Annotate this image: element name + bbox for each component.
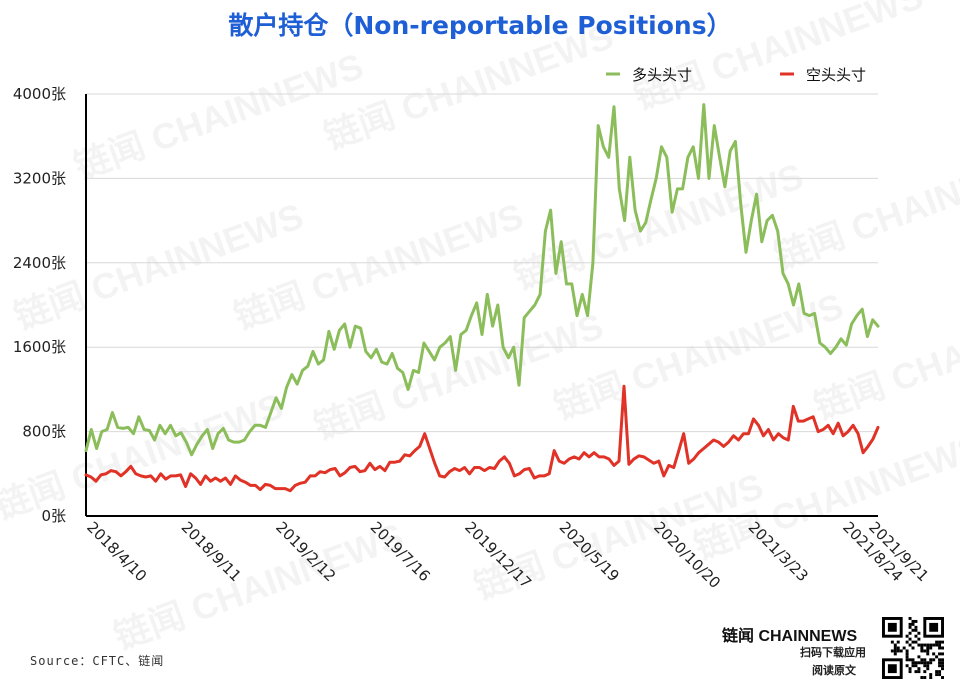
qr-code-icon[interactable]: [882, 617, 944, 679]
watermark-text: 链闻 CHAINNEWS: [629, 0, 929, 118]
y-tick-labels: 4000张 3200张 2400张 1600张 800张 0张: [13, 85, 66, 525]
watermark-text: 链闻 CHAINNEWS: [769, 135, 960, 278]
brand-logo-text: 链闻 CHAINNEWS: [722, 628, 858, 645]
y-tick-label: 1600张: [13, 338, 66, 356]
series-line-long: [84, 103, 880, 457]
legend: 多头头寸 空头头寸: [606, 66, 866, 84]
series-line-short: [84, 384, 880, 493]
source-note: Source：CFTC、链闻: [30, 654, 165, 668]
brand-read-text: 阅读原文: [812, 664, 856, 677]
watermark-text: 链闻 CHAINNEWS: [319, 15, 619, 158]
legend-label: 多头头寸: [632, 66, 692, 84]
series-lines: [84, 103, 880, 493]
brand-download-text: 扫码下载应用: [800, 646, 866, 659]
x-tick-label: 2018/9/11: [178, 518, 245, 585]
x-tick-label: 2018/4/10: [83, 518, 150, 585]
watermark-text: 链闻 CHAINNEWS: [109, 515, 409, 658]
y-tick-label: 2400张: [13, 254, 66, 272]
y-tick-label: 0张: [41, 507, 66, 525]
y-tick-label: 800张: [22, 423, 66, 441]
y-tick-label: 4000张: [13, 85, 66, 103]
y-tick-label: 3200张: [13, 169, 66, 187]
watermark-text: 链闻 CHAINNEWS: [509, 155, 809, 298]
chart-title: 散户持仓（Non-reportable Positions）: [228, 11, 732, 40]
legend-label: 空头头寸: [806, 66, 866, 84]
